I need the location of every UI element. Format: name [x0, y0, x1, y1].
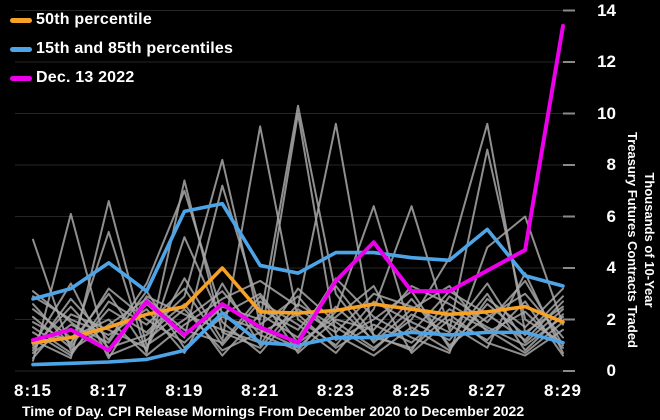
series-individual-morning-12 — [32, 148, 564, 357]
y-tick-label-4: 4 — [606, 258, 616, 277]
x-tick-label-825: 8:25 — [392, 381, 431, 400]
series-individual-morning-2 — [32, 200, 564, 360]
legend-label-15th-85th-percentiles: 15th and 85th percentiles — [36, 40, 234, 57]
legend-item-15th-85th-percentiles: 15th and 85th percentiles — [10, 39, 233, 59]
x-tick-label-815: 8:15 — [13, 381, 53, 400]
y-tick-label-10: 10 — [597, 103, 616, 123]
legend-label-dec-13-2022: Dec. 13 2022 — [36, 69, 135, 86]
series-individual-morning-16 — [32, 238, 564, 354]
series-50th-percentile — [31, 266, 565, 345]
legend-item-50th-percentile: 50th percentile — [10, 10, 233, 30]
y-axis-title: Thousands of 10-Year Treasury Futures Co… — [624, 132, 658, 348]
legend-swatch-magenta — [10, 75, 32, 81]
legend-swatch-orange — [10, 17, 32, 23]
series-individual-morning-14 — [32, 215, 564, 357]
series-15th-percentile — [31, 311, 565, 367]
y-axis-title-line-2: Treasury Futures Contracts Traded — [625, 131, 640, 349]
legend: 50th percentile 15th and 85th percentile… — [10, 10, 233, 97]
y-tick-label-0: 0 — [606, 361, 616, 380]
legend-item-dec-13-2022: Dec. 13 2022 — [10, 68, 233, 88]
y-tick-label-8: 8 — [606, 155, 616, 174]
y-axis-title-line-1: Thousands of 10-Year — [642, 172, 657, 308]
series-dec-13-2022 — [31, 23, 565, 353]
series-85th-percentile — [31, 201, 565, 301]
series-individual-morning-13 — [32, 122, 564, 354]
x-tick-label-817: 8:17 — [89, 381, 128, 400]
chart-caption: Time of Day. CPI Release Mornings From D… — [22, 403, 525, 419]
x-tick-label-819: 8:19 — [165, 381, 204, 400]
x-tick-label-829: 8:29 — [543, 381, 583, 400]
x-tick-label-827: 8:27 — [468, 381, 507, 400]
y-tick-label-6: 6 — [606, 206, 616, 226]
y-tick-label-14: 14 — [597, 0, 616, 20]
legend-swatch-blue — [10, 46, 32, 52]
y-tick-label-2: 2 — [606, 309, 616, 329]
series-individual-morning-9 — [32, 112, 564, 360]
x-tick-label-821: 8:21 — [241, 381, 280, 400]
y-tick-label-12: 12 — [597, 52, 616, 71]
legend-label-50th-percentile: 50th percentile — [36, 11, 152, 28]
x-tick-label-823: 8:23 — [316, 381, 355, 400]
series-individual-morning-15 — [32, 236, 564, 354]
